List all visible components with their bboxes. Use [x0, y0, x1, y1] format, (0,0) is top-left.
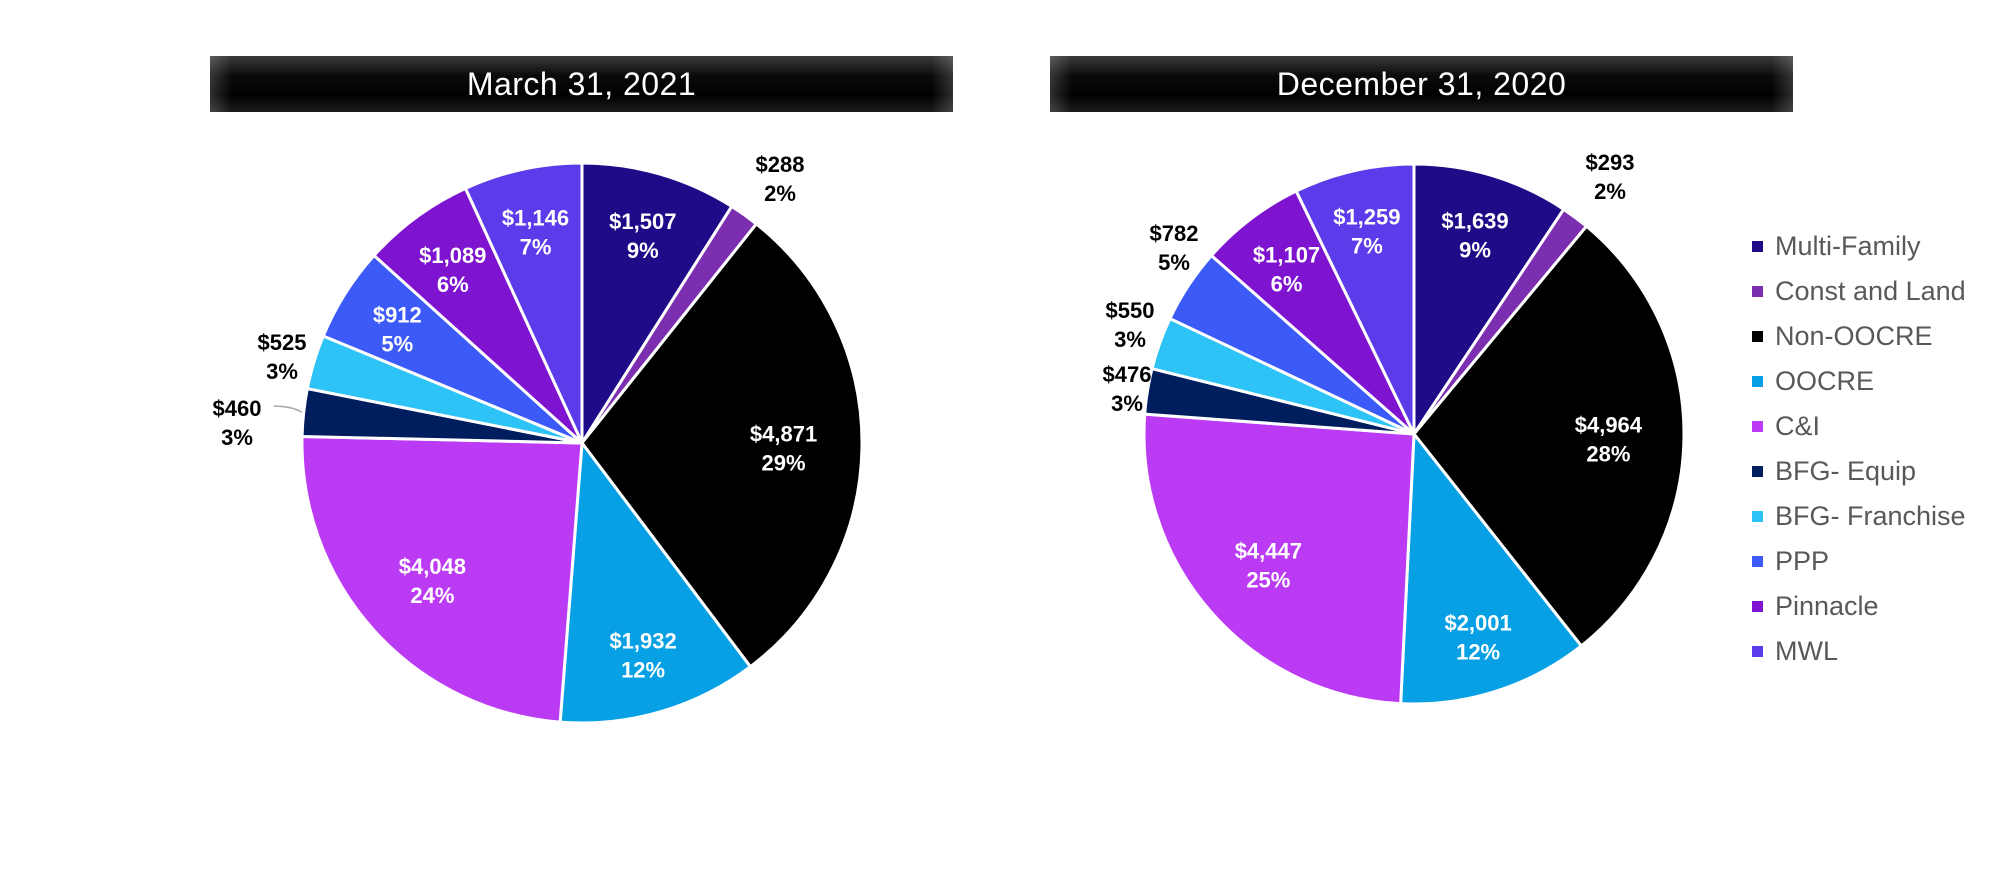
legend-item-const-and-land: Const and Land — [1752, 269, 1966, 314]
legend-item-oocre: OOCRE — [1752, 359, 1966, 404]
slice-oocre-mar-2021 — [558, 438, 753, 725]
legend-label: C&I — [1775, 411, 1821, 441]
value-label-bfg-franchise-mar-2021: $525 — [258, 330, 307, 355]
value-label-non-oocre-dec-2020: $4,964 — [1575, 412, 1643, 437]
value-label-pinnacle-dec-2020: $1,107 — [1253, 242, 1320, 267]
percent-label-bfg-equip-dec-2020: 3% — [1111, 391, 1143, 416]
value-label-bfg-equip-dec-2020: $476 — [1103, 362, 1152, 387]
percent-label-bfg-equip-mar-2021: 3% — [221, 425, 253, 450]
legend-swatch — [1752, 466, 1763, 477]
percent-label-ppp-mar-2021: 5% — [381, 331, 413, 356]
value-label-bfg-franchise-dec-2020: $550 — [1106, 298, 1155, 323]
value-label-oocre-dec-2020: $2,001 — [1444, 611, 1511, 636]
slice-non-oocre-dec-2020 — [1412, 224, 1686, 649]
percent-label-oocre-mar-2021: 12% — [621, 658, 665, 683]
percent-label-non-oocre-mar-2021: 29% — [762, 451, 806, 476]
slice-c-i-dec-2020 — [1142, 412, 1416, 706]
chart-title-december-2020: December 31, 2020 — [1050, 56, 1793, 112]
value-label-c-i-mar-2021: $4,048 — [399, 554, 466, 579]
legend-swatch — [1752, 421, 1763, 432]
legend-label: Pinnacle — [1775, 591, 1879, 621]
value-label-ppp-dec-2020: $782 — [1150, 221, 1199, 246]
value-label-multi-family-mar-2021: $1,507 — [609, 209, 676, 234]
value-label-const-and-land-dec-2020: $293 — [1586, 150, 1635, 175]
slice-pinnacle-mar-2021 — [371, 186, 584, 445]
legend-item-bfg-franchise: BFG- Franchise — [1752, 494, 1966, 539]
legend-label: BFG- Franchise — [1775, 501, 1966, 531]
percent-label-multi-family-mar-2021: 9% — [627, 238, 659, 263]
pie-mar-2021 — [300, 161, 864, 725]
legend-label: Const and Land — [1775, 276, 1966, 306]
legend: Multi-Family Const and Land Non-OOCRE OOCRE… — [1752, 224, 1966, 674]
legend-swatch — [1752, 331, 1763, 342]
slice-non-oocre-mar-2021 — [580, 221, 864, 669]
percent-label-oocre-dec-2020: 12% — [1456, 640, 1500, 665]
value-label-ppp-mar-2021: $912 — [373, 302, 422, 327]
value-label-non-oocre-mar-2021: $4,871 — [750, 422, 817, 447]
legend-item-c-i: C&I — [1752, 404, 1966, 449]
value-label-mwl-dec-2020: $1,259 — [1333, 205, 1400, 230]
slice-multi-family-mar-2021 — [580, 161, 734, 449]
percent-label-non-oocre-dec-2020: 28% — [1586, 441, 1630, 466]
value-label-bfg-equip-mar-2021: $460 — [213, 396, 262, 421]
value-label-c-i-dec-2020: $4,447 — [1235, 539, 1302, 564]
legend-swatch — [1752, 601, 1763, 612]
legend-item-multi-family: Multi-Family — [1752, 224, 1966, 269]
legend-item-bfg-equip: BFG- Equip — [1752, 449, 1966, 494]
legend-swatch — [1752, 511, 1763, 522]
pie-dec-2020 — [1142, 162, 1686, 706]
slice-mwl-mar-2021 — [463, 161, 584, 444]
percent-label-c-i-dec-2020: 25% — [1246, 568, 1290, 593]
legend-swatch — [1752, 241, 1763, 252]
slice-oocre-dec-2020 — [1399, 429, 1584, 706]
percent-label-const-and-land-dec-2020: 2% — [1594, 179, 1626, 204]
slice-c-i-mar-2021 — [300, 434, 584, 724]
legend-swatch — [1752, 556, 1763, 567]
percent-label-c-i-mar-2021: 24% — [410, 583, 454, 608]
percent-label-pinnacle-mar-2021: 6% — [437, 272, 469, 297]
percent-label-mwl-dec-2020: 7% — [1351, 234, 1383, 259]
legend-item-non-oocre: Non-OOCRE — [1752, 314, 1966, 359]
percent-label-multi-family-dec-2020: 9% — [1459, 237, 1491, 262]
legend-label: PPP — [1775, 546, 1830, 576]
legend-item-ppp: PPP — [1752, 539, 1966, 584]
legend-label: BFG- Equip — [1775, 456, 1917, 486]
chart-title-march-2021: March 31, 2021 — [210, 56, 953, 112]
percent-label-pinnacle-dec-2020: 6% — [1271, 271, 1303, 296]
legend-swatch — [1752, 376, 1763, 387]
legend-swatch — [1752, 286, 1763, 297]
slice-mwl-dec-2020 — [1294, 162, 1416, 435]
legend-label: Multi-Family — [1775, 231, 1921, 261]
value-label-mwl-mar-2021: $1,146 — [502, 206, 569, 231]
percent-label-bfg-franchise-dec-2020: 3% — [1114, 327, 1146, 352]
value-label-oocre-mar-2021: $1,932 — [609, 629, 676, 654]
legend-label: Non-OOCRE — [1775, 321, 1933, 351]
legend-label: OOCRE — [1775, 366, 1875, 396]
slice-multi-family-dec-2020 — [1412, 162, 1566, 439]
legend-label: MWL — [1775, 636, 1838, 666]
percent-label-bfg-franchise-mar-2021: 3% — [266, 359, 298, 384]
percent-label-const-and-land-mar-2021: 2% — [764, 181, 796, 206]
percent-label-ppp-dec-2020: 5% — [1158, 250, 1190, 275]
percent-label-mwl-mar-2021: 7% — [520, 235, 552, 260]
value-label-const-and-land-mar-2021: $288 — [756, 152, 805, 177]
leader-line-bfg-equip-mar-2021 — [273, 405, 303, 413]
legend-swatch — [1752, 646, 1763, 657]
value-label-pinnacle-mar-2021: $1,089 — [419, 243, 486, 268]
value-label-multi-family-dec-2020: $1,639 — [1441, 208, 1508, 233]
legend-item-mwl: MWL — [1752, 629, 1966, 674]
legend-item-pinnacle: Pinnacle — [1752, 584, 1966, 629]
